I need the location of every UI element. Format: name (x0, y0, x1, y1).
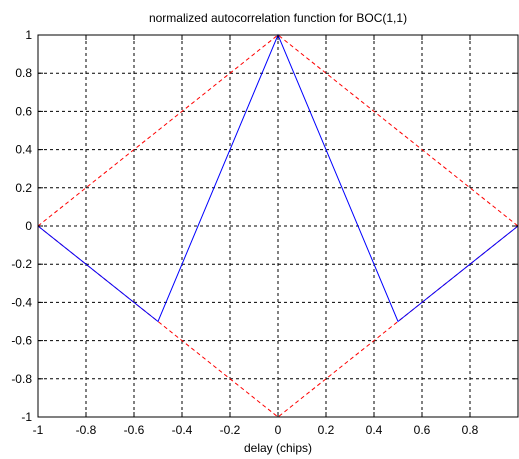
x-tick-label: -0.2 (220, 423, 241, 437)
y-tick-label: 0.8 (15, 66, 32, 80)
x-tick-label: 0.6 (414, 423, 431, 437)
x-tick-label: -0.6 (124, 423, 145, 437)
y-tick-label: -0.4 (11, 295, 32, 309)
y-tick-label: -1 (21, 410, 32, 424)
x-tick-label: -1 (33, 423, 44, 437)
y-tick-label: 0.2 (15, 181, 32, 195)
x-axis-label: delay (chips) (244, 441, 312, 455)
y-tick-label: -0.2 (11, 257, 32, 271)
x-tick-label: -0.8 (76, 423, 97, 437)
envelope-series-line (37, 225, 519, 418)
x-tick-label: -0.4 (172, 423, 193, 437)
x-tick-label: 0.4 (366, 423, 383, 437)
y-tick-label: 0.6 (15, 104, 32, 118)
tick-labels: -1 -0.8 -0.6 -0.4 -0.2 0 0.2 0.4 0.6 0.8 -1 -0.8 -0.… (11, 28, 518, 437)
x-tick-label: 0.2 (318, 423, 335, 437)
y-tick-label: 0 (25, 219, 32, 233)
y-tick-label: -0.6 (11, 334, 32, 348)
envelope-series-line (37, 34, 519, 227)
chart-title: normalized autocorrelation function for … (149, 11, 407, 25)
y-tick-label: -0.8 (11, 372, 32, 386)
y-tick-label: 1 (25, 28, 32, 42)
y-tick-label: 0.4 (15, 143, 32, 157)
x-tick-label: 0.8 (462, 423, 479, 437)
grid (38, 35, 518, 417)
x-tick-label: 0 (275, 423, 282, 437)
